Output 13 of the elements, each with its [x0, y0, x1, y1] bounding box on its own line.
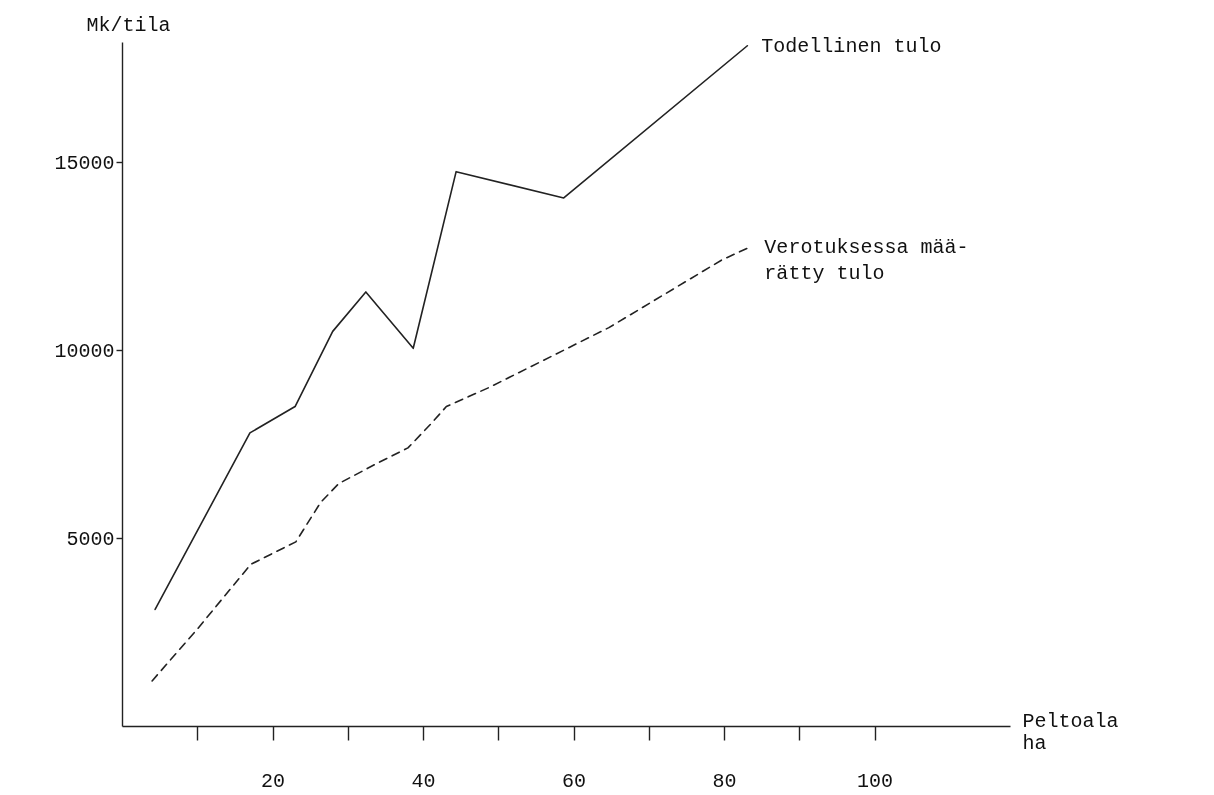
series-label: Todellinen tulo [761, 34, 942, 58]
x-tick-label: 40 [411, 769, 436, 793]
x-tick-label: 100 [857, 769, 894, 793]
y-tick-label: 5000 [66, 527, 115, 551]
y-tick-label: 15000 [54, 151, 115, 175]
x-tick-label: 20 [261, 769, 286, 793]
line-series [154, 44, 749, 611]
x-tick-label: 60 [562, 769, 587, 793]
y-tick-label: 10000 [54, 339, 115, 363]
series-label: Verotuksessa mää- rätty tulo [764, 235, 969, 285]
x-tick-label: 80 [712, 769, 737, 793]
y-axis-title: Mk/tila [86, 13, 171, 37]
x-axis-title: Peltoala ha [1022, 709, 1119, 755]
